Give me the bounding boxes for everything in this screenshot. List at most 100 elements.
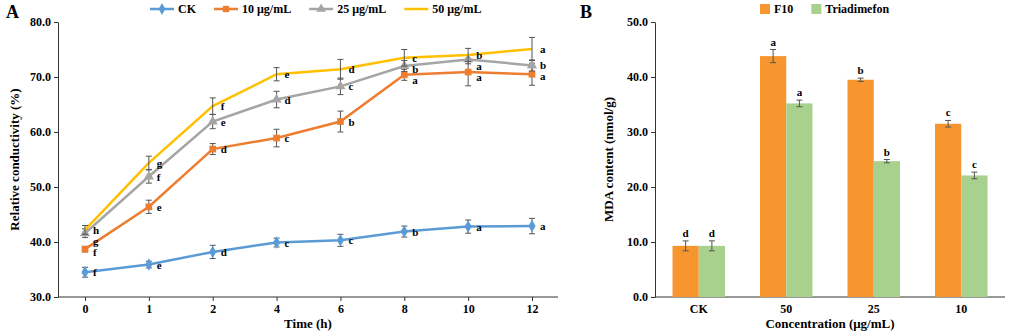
series [81,218,535,278]
y-tick: 10.0 [627,235,655,249]
x-tick: 25 [868,297,880,316]
legend-marker [159,3,166,15]
error-bar [770,50,776,63]
x-axis: CK 50 25 10 [655,297,1005,316]
x-tick: 50 [780,297,792,316]
error-bar [337,59,343,79]
point-marker [82,246,89,253]
point-marker [273,236,280,248]
error-bar [709,241,715,251]
significance-letter: c [348,234,353,246]
error-bar [274,68,280,81]
bar [673,246,699,297]
point-marker [528,220,535,232]
x-tick: CK [690,297,709,316]
series-line [85,226,532,272]
significance-letter: d [285,94,291,106]
x-tick-label: 6 [338,302,344,316]
series [80,54,537,238]
significance-letter: f [157,171,161,183]
series-line [85,59,532,233]
x-tick-mark [468,297,469,301]
error-bar [274,129,280,147]
point-marker [145,258,152,270]
y-tick-mark [651,77,655,78]
y-tick-label: 20.0 [627,180,648,194]
significance-letter: c [285,237,290,249]
significance-letter: f [93,266,97,278]
bar [760,56,786,297]
legend-marker [223,6,229,12]
x-tick-label: CK [690,302,709,316]
legend: CK10 μg/mL25 μg/mL50 μg/mL [150,2,481,16]
significance-letter: a [770,36,776,48]
x-tick: 6 [338,297,344,316]
y-tick-label: 50.0 [30,180,51,194]
significance-letter: a [797,86,803,98]
point-marker [208,116,218,125]
x-tick-label: 10 [955,302,967,316]
y-axis-title: MDA content (nmol/g) [601,97,616,222]
y-tick-mark [54,77,58,78]
error-bar [945,120,951,127]
y-tick-label: 50.0 [627,15,648,29]
legend-label: 10 μg/mL [242,2,291,16]
x-tick: 10 [955,297,967,316]
x-tick: 12 [527,297,539,316]
y-axis-line [58,23,59,298]
y-tick-label: 40.0 [627,70,648,84]
y-tick-label: 70.0 [30,70,51,84]
bar [848,80,874,297]
legend-item: F10 [760,2,793,16]
point-marker [209,246,216,258]
legend-label: CK [178,2,197,16]
y-tick: 40.0 [30,235,58,249]
y-tick-label: 30.0 [627,125,648,139]
legend-item: 25 μg/mL [309,2,386,16]
error-bar [146,200,152,213]
significance-letter: a [540,43,546,55]
x-tick-mark [277,297,278,301]
significance-letter: a [540,220,546,232]
panel-title: B [580,2,592,22]
y-tick: 30.0 [627,125,655,139]
point-marker [209,146,216,153]
y-axis: 30.040.050.060.070.080.0 [30,15,59,304]
y-tick: 50.0 [627,15,655,29]
legend-swatch [404,8,428,11]
y-tick: 40.0 [627,70,655,84]
significance-letter: e [157,201,162,213]
panel: 30.040.050.060.070.080.00124681012ATime … [6,2,558,331]
significance-letter: d [348,63,354,75]
legend-marker [316,3,326,11]
error-bar [401,226,407,237]
point-marker [146,203,153,210]
significance-letter: c [348,80,353,92]
x-tick-label: 0 [83,302,89,316]
significance-letter: b [884,146,890,158]
legend-label: 25 μg/mL [337,2,386,16]
y-tick: 50.0 [30,180,58,194]
significance-letter: b [858,64,864,76]
legend: F10 Triadimefon [760,2,889,16]
error-bar [337,234,343,246]
point-marker [401,225,408,237]
y-tick: 30.0 [30,290,58,304]
y-tick-mark [54,132,58,133]
point-marker [335,80,345,89]
y-tick-mark [651,242,655,243]
x-axis-line [58,297,558,298]
panel-title: A [6,2,19,22]
x-tick-label: 25 [868,302,880,316]
bar [786,103,812,297]
significance-letter: a [476,221,482,233]
bar [874,161,900,297]
significance-letter: a [540,70,546,82]
error-bar [82,246,88,252]
legend-label: Triadimefon [825,2,889,16]
significance-letter: c [972,158,977,170]
letters: dabcdabc [683,36,977,239]
significance-letter: g [157,157,163,169]
x-tick-mark [404,297,405,301]
y-tick: 20.0 [627,180,655,194]
